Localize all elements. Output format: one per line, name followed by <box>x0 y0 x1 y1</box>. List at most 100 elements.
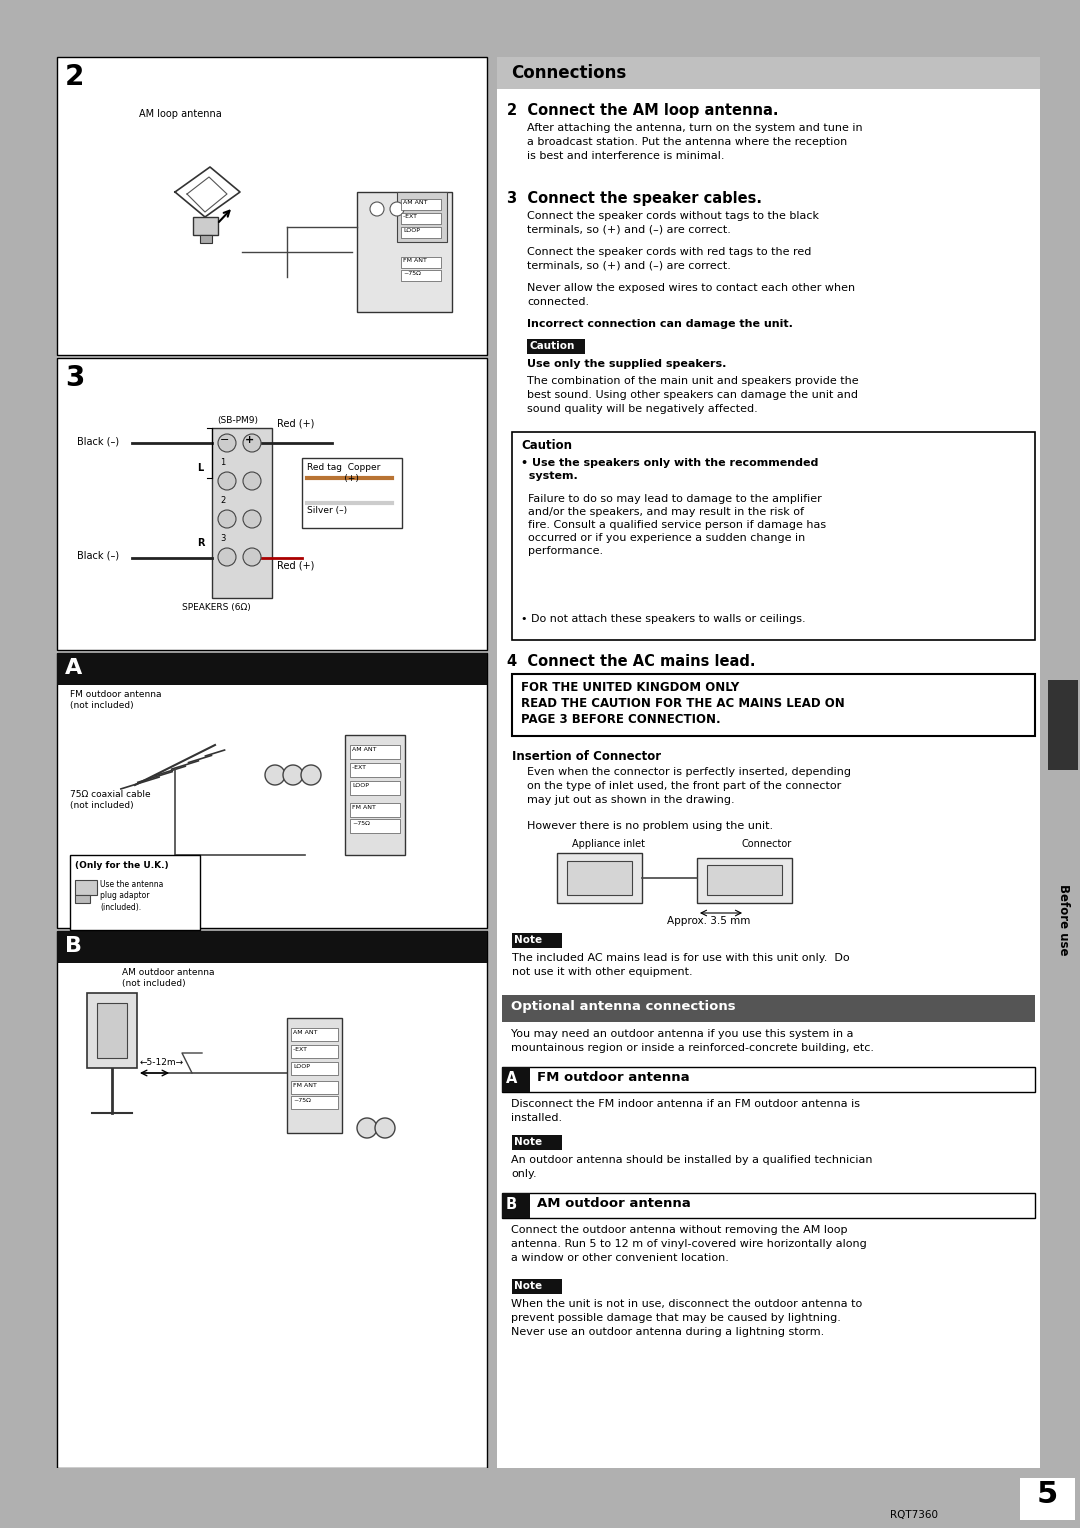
Bar <box>291 1062 338 1076</box>
Bar <box>502 1067 530 1093</box>
Text: –EXT: –EXT <box>403 214 418 219</box>
Text: 4  Connect the AC mains lead.: 4 Connect the AC mains lead. <box>507 654 756 669</box>
Circle shape <box>243 510 261 529</box>
Bar <box>557 853 642 903</box>
Circle shape <box>218 549 237 565</box>
Text: When the unit is not in use, disconnect the outdoor antenna to
prevent possible : When the unit is not in use, disconnect … <box>511 1299 862 1337</box>
Text: PAGE 3 BEFORE CONNECTION.: PAGE 3 BEFORE CONNECTION. <box>521 714 720 726</box>
Text: Use only the supplied speakers.: Use only the supplied speakers. <box>527 359 727 368</box>
Bar <box>75 880 97 895</box>
Text: Note: Note <box>514 935 542 944</box>
Bar <box>497 57 1040 1468</box>
Bar <box>0 1468 1080 1528</box>
Text: –EXT: –EXT <box>293 1047 308 1051</box>
Text: R: R <box>197 538 204 549</box>
Text: Note: Note <box>514 1280 542 1291</box>
Text: AM outdoor antenna
(not included): AM outdoor antenna (not included) <box>122 969 215 989</box>
Text: +: + <box>245 435 254 445</box>
Bar <box>357 193 453 312</box>
Bar <box>87 993 137 1068</box>
Bar <box>291 1096 338 1109</box>
Bar <box>512 674 1035 736</box>
Text: Even when the connector is perfectly inserted, depending
on the type of inlet us: Even when the connector is perfectly ins… <box>527 767 851 805</box>
Circle shape <box>243 434 261 452</box>
Text: 3  Connect the speaker cables.: 3 Connect the speaker cables. <box>507 191 762 206</box>
Bar <box>287 1018 342 1132</box>
Text: You may need an outdoor antenna if you use this system in a
mountainous region o: You may need an outdoor antenna if you u… <box>511 1028 874 1053</box>
Text: LOOP: LOOP <box>352 782 369 788</box>
Bar <box>350 746 400 759</box>
Text: A: A <box>507 1071 517 1086</box>
Circle shape <box>370 202 384 215</box>
Circle shape <box>283 766 303 785</box>
Bar <box>707 865 782 895</box>
Text: Connect the speaker cords without tags to the black
terminals, so (+) and (–) ar: Connect the speaker cords without tags t… <box>527 211 819 235</box>
Circle shape <box>375 1118 395 1138</box>
Text: Red (+): Red (+) <box>276 559 314 570</box>
Text: However there is no problem using the unit.: However there is no problem using the un… <box>527 821 773 831</box>
Text: Note: Note <box>514 1137 542 1148</box>
Bar <box>697 859 792 903</box>
Bar <box>401 257 441 267</box>
Circle shape <box>357 1118 377 1138</box>
Text: Appliance inlet: Appliance inlet <box>572 839 645 850</box>
Circle shape <box>218 434 237 452</box>
Bar <box>291 1045 338 1057</box>
Text: • Do not attach these speakers to walls or ceilings.: • Do not attach these speakers to walls … <box>521 614 806 623</box>
Bar <box>401 199 441 209</box>
Text: AM ANT: AM ANT <box>403 200 428 205</box>
Bar <box>57 358 487 649</box>
Text: L: L <box>197 463 203 474</box>
Bar <box>57 652 487 927</box>
Text: 2: 2 <box>220 497 226 504</box>
Text: After attaching the antenna, turn on the system and tune in
a broadcast station.: After attaching the antenna, turn on the… <box>527 122 863 160</box>
Text: Never allow the exposed wires to contact each other when
connected.: Never allow the exposed wires to contact… <box>527 283 855 307</box>
Text: 1: 1 <box>220 458 226 468</box>
Text: ~75Ω: ~75Ω <box>352 821 369 827</box>
Text: FOR THE UNITED KINGDOM ONLY: FOR THE UNITED KINGDOM ONLY <box>521 681 739 694</box>
Text: 2  Connect the AM loop antenna.: 2 Connect the AM loop antenna. <box>507 102 779 118</box>
Bar <box>512 432 1035 640</box>
Bar <box>512 1135 562 1151</box>
Bar <box>345 735 405 856</box>
Circle shape <box>243 472 261 490</box>
Text: The combination of the main unit and speakers provide the
best sound. Using othe: The combination of the main unit and spe… <box>527 376 859 414</box>
Text: Red tag  Copper
             (+): Red tag Copper (+) <box>307 463 380 483</box>
Bar <box>212 428 272 597</box>
Text: Before use: Before use <box>1056 885 1069 955</box>
Bar <box>502 995 1035 1022</box>
Bar <box>527 339 585 354</box>
Text: 3: 3 <box>220 533 226 542</box>
Text: 2: 2 <box>65 63 84 92</box>
Text: Optional antenna connections: Optional antenna connections <box>511 999 735 1013</box>
Text: SPEAKERS (6Ω): SPEAKERS (6Ω) <box>183 604 251 613</box>
Text: –EXT: –EXT <box>352 766 367 770</box>
Text: Silver (–): Silver (–) <box>307 506 347 515</box>
Text: Connector: Connector <box>742 839 793 850</box>
Bar <box>567 860 632 895</box>
Bar <box>97 1002 127 1057</box>
Bar <box>397 193 447 241</box>
Bar <box>57 931 487 1468</box>
Circle shape <box>390 202 404 215</box>
Text: The included AC mains lead is for use with this unit only.  Do
not use it with o: The included AC mains lead is for use wi… <box>512 953 850 976</box>
Text: An outdoor antenna should be installed by a qualified technician
only.: An outdoor antenna should be installed b… <box>511 1155 873 1180</box>
Text: ~75Ω: ~75Ω <box>293 1099 311 1103</box>
Bar <box>497 57 1040 89</box>
Text: Connect the outdoor antenna without removing the AM loop
antenna. Run 5 to 12 m : Connect the outdoor antenna without remo… <box>511 1225 867 1264</box>
Bar <box>200 235 212 243</box>
Text: B: B <box>507 1196 517 1212</box>
Bar <box>401 270 441 281</box>
Text: B: B <box>65 937 82 957</box>
Text: AM ANT: AM ANT <box>293 1030 318 1034</box>
Circle shape <box>265 766 285 785</box>
Bar <box>350 804 400 817</box>
Text: RQT7360: RQT7360 <box>890 1510 939 1520</box>
Bar <box>401 212 441 225</box>
Text: Black (–): Black (–) <box>77 435 119 446</box>
Text: Connect the speaker cords with red tags to the red
terminals, so (+) and (–) are: Connect the speaker cords with red tags … <box>527 248 811 270</box>
Text: Incorrect connection can damage the unit.: Incorrect connection can damage the unit… <box>527 319 793 329</box>
Text: Black (–): Black (–) <box>77 552 119 561</box>
Bar <box>1048 680 1078 770</box>
Text: 3: 3 <box>65 364 84 393</box>
